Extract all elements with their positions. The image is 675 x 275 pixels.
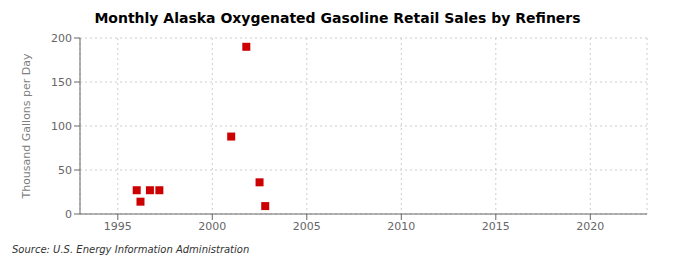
svg-text:2000: 2000: [198, 220, 226, 233]
html-text:Source: U.S. Energy Informatio: Source: U.S. Energy Information Administ…: [12, 244, 250, 255]
svg-text:50: 50: [58, 164, 72, 177]
svg-text:2020: 2020: [576, 220, 604, 233]
svg-text:200: 200: [51, 32, 72, 45]
svg-text:2010: 2010: [387, 220, 415, 233]
html-text:Monthly Alaska Oxygenated Gaso: Monthly Alaska Oxygenated Gasoline Retai…: [94, 10, 581, 26]
svg-text:150: 150: [51, 76, 72, 89]
svg-text:1995: 1995: [104, 220, 132, 233]
svg-text:2015: 2015: [482, 220, 510, 233]
svg-text:0: 0: [65, 208, 72, 221]
svg-text:2005: 2005: [293, 220, 321, 233]
svg-text:100: 100: [51, 120, 72, 133]
svg-text:Thousand Gallons per Day: Thousand Gallons per Day: [20, 53, 33, 200]
